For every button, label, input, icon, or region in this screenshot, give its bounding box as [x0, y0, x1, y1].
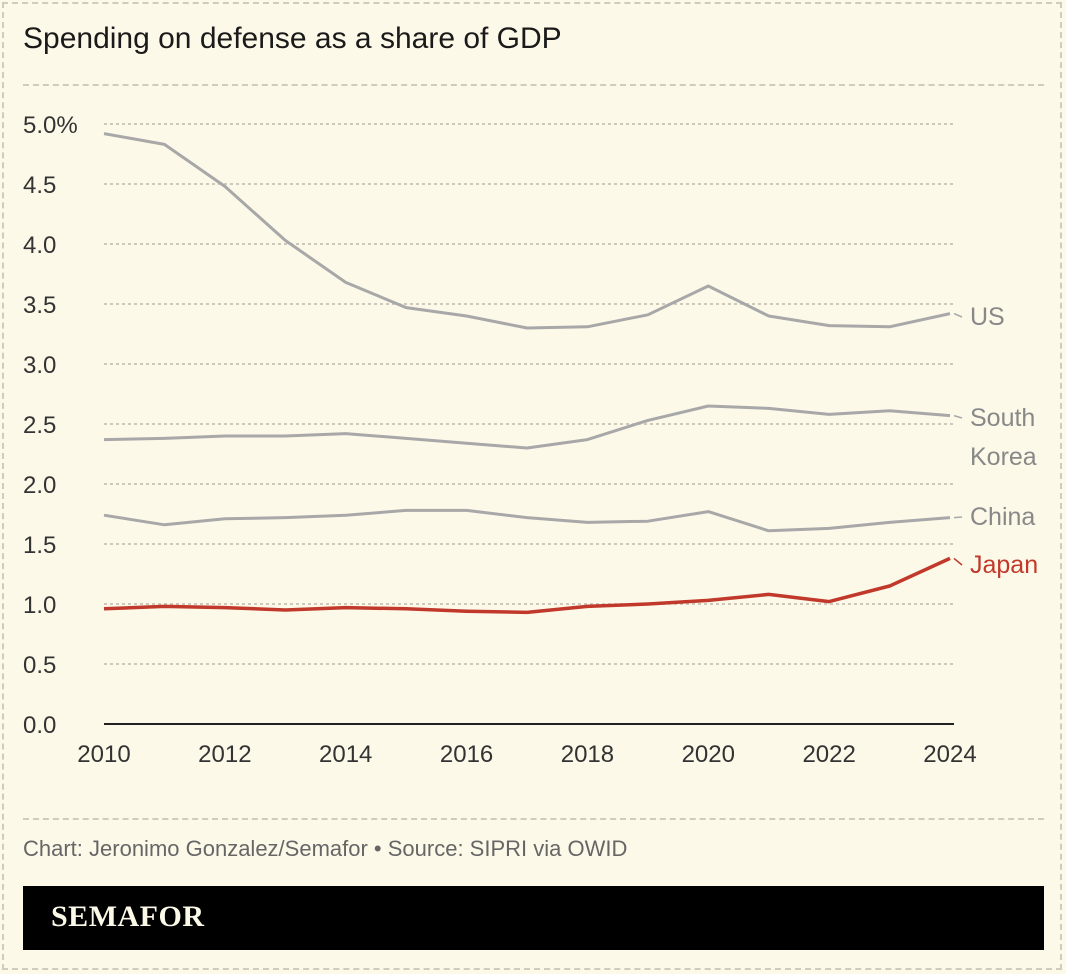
label-connector: [953, 414, 963, 419]
brand-bar: SEMAFOR: [23, 886, 1044, 950]
y-tick-label: 2.0: [23, 472, 56, 499]
y-tick-label: 4.5: [23, 172, 56, 199]
series-label: US: [970, 303, 1005, 331]
x-tick-label: 2024: [923, 741, 976, 768]
x-tick-label: 2010: [77, 741, 130, 768]
x-tick-label: 2012: [198, 741, 251, 768]
label-connector: [953, 557, 963, 566]
y-tick-label: 4.0: [23, 232, 56, 259]
x-tick-label: 2014: [319, 741, 372, 768]
y-tick-label: 3.0: [23, 352, 56, 379]
divider-top: [23, 84, 1044, 86]
series-line-japan: [103, 556, 951, 615]
chart-title: Spending on defense as a share of GDP: [23, 22, 562, 55]
y-tick-label: 1.5: [23, 532, 56, 559]
y-tick-label: 0.5: [23, 652, 56, 679]
x-tick-label: 2016: [440, 741, 493, 768]
series-line-south-korea: [103, 404, 951, 450]
chart-credit: Chart: Jeronimo Gonzalez/Semafor • Sourc…: [23, 836, 628, 861]
series-label: South: [970, 404, 1035, 432]
x-tick-label: 2022: [802, 741, 855, 768]
y-tick-label: 5.0%: [23, 112, 78, 139]
series-line-china: [103, 508, 951, 533]
series-line-us: [103, 132, 951, 330]
line-chart: 0.0 0.5 1.0 1.5 2.0 2.5 3.0 3.5 4.0 4.5 5.0% 2010 20…: [23, 112, 1038, 768]
series-label: Korea: [970, 443, 1037, 471]
y-tick-label: 3.5: [23, 292, 56, 319]
divider-bottom: [23, 818, 1044, 820]
y-tick-label: 1.0: [23, 592, 56, 619]
y-tick-label: 2.5: [23, 412, 56, 439]
series-label: China: [970, 503, 1035, 531]
y-tick-label: 0.0: [23, 712, 56, 739]
semafor-logo: SEMAFOR: [51, 900, 205, 933]
label-connector: [953, 312, 963, 318]
label-connector: [953, 516, 963, 519]
series-label: Japan: [970, 551, 1038, 579]
x-tick-label: 2018: [561, 741, 614, 768]
x-tick-label: 2020: [682, 741, 735, 768]
